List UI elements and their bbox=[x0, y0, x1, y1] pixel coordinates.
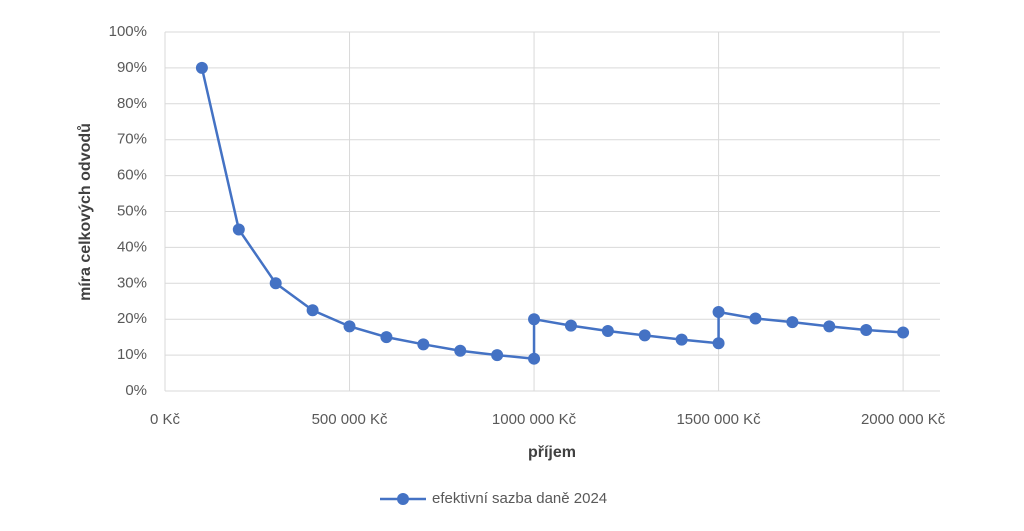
y-tick-label: 40% bbox=[117, 238, 147, 255]
data-point bbox=[601, 325, 614, 338]
data-point bbox=[786, 316, 799, 329]
x-axis-title: příjem bbox=[528, 444, 576, 461]
y-tick-label: 20% bbox=[117, 310, 147, 327]
data-point bbox=[343, 320, 356, 333]
data-point bbox=[528, 352, 541, 365]
data-point bbox=[454, 344, 467, 357]
x-tick-label: 0 Kč bbox=[150, 411, 181, 428]
y-tick-label: 70% bbox=[117, 131, 147, 148]
data-point bbox=[491, 349, 504, 362]
y-tick-label: 100% bbox=[109, 23, 147, 40]
y-tick-label: 90% bbox=[117, 59, 147, 76]
data-point bbox=[306, 304, 319, 317]
series-line bbox=[200, 67, 904, 361]
data-point bbox=[749, 312, 762, 325]
data-point bbox=[675, 333, 688, 346]
y-tick-label: 0% bbox=[125, 382, 147, 399]
y-tick-label: 50% bbox=[117, 202, 147, 219]
data-point bbox=[269, 277, 282, 290]
x-tick-label: 1500 000 Kč bbox=[676, 411, 761, 428]
y-tick-label: 10% bbox=[117, 346, 147, 363]
y-tick-label: 80% bbox=[117, 95, 147, 112]
data-point bbox=[195, 61, 208, 74]
data-point bbox=[823, 320, 836, 333]
y-tick-label: 60% bbox=[117, 167, 147, 184]
data-point bbox=[417, 338, 430, 351]
x-tick-label: 1000 000 Kč bbox=[492, 411, 577, 428]
data-point bbox=[564, 319, 577, 332]
data-point bbox=[712, 337, 725, 350]
data-point bbox=[528, 313, 541, 326]
legend-marker bbox=[397, 493, 409, 505]
legend-label: efektivní sazba daně 2024 bbox=[432, 490, 607, 507]
y-axis-title: míra celkových odvodů bbox=[77, 123, 94, 301]
data-point bbox=[232, 223, 245, 236]
x-tick-label: 500 000 Kč bbox=[312, 411, 388, 428]
data-point bbox=[712, 306, 725, 319]
x-tick-label: 2000 000 Kč bbox=[861, 411, 946, 428]
data-point bbox=[380, 331, 393, 344]
data-point bbox=[638, 329, 651, 342]
data-point bbox=[860, 323, 873, 336]
y-tick-label: 30% bbox=[117, 274, 147, 291]
data-point bbox=[897, 326, 910, 339]
